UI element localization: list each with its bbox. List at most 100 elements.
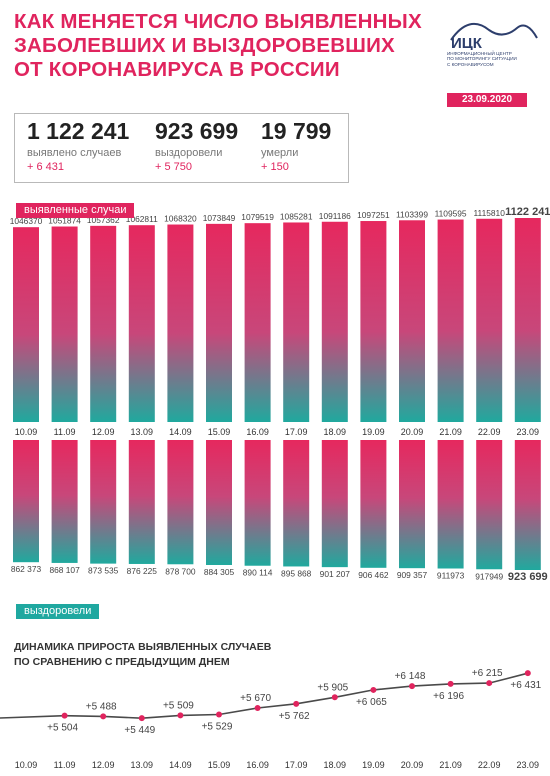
logo-org-line-3: с коронавирусом [447, 61, 494, 67]
bar-recovered-value-label: 862 373 [11, 564, 42, 574]
bar-cases [51, 226, 78, 422]
line-x-tick-label: 11.09 [54, 760, 76, 770]
line-x-tick-label: 21.09 [439, 760, 462, 770]
bar-cases-value-label: 1091186 [319, 211, 351, 221]
line-x-tick-label: 22.09 [478, 760, 501, 770]
bar-cases [399, 220, 425, 422]
title-line-2: заболевших и выздоровевших [14, 34, 395, 57]
bar-cases [437, 219, 464, 422]
bar-recovered [128, 440, 155, 564]
line-x-tick-label: 16.09 [246, 760, 269, 770]
bar-cases-value-label: 1085281 [280, 211, 313, 221]
line-x-tick-label: 12.09 [92, 760, 115, 770]
line-x-tick-label: 15.09 [208, 760, 231, 770]
x-tick-label: 19.09 [362, 427, 385, 437]
bar-recovered-value-label: 923 699 [508, 571, 548, 583]
line-x-tick-label: 23.09 [517, 760, 540, 770]
x-tick-label: 20.09 [401, 427, 424, 437]
line-point-label: +5 509 [163, 700, 194, 711]
page-title: Как меняется число выявленных заболевших… [14, 10, 422, 82]
x-tick-label: 13.09 [131, 427, 154, 437]
line-point [254, 705, 261, 712]
bar-recovered [476, 440, 503, 570]
line-point-label: +5 488 [86, 701, 117, 712]
bar-cases-value-label: 1073849 [203, 213, 236, 223]
x-tick-label: 18.09 [324, 427, 347, 437]
stat-recovered-delta: + 5 750 [155, 161, 193, 173]
bar-cases [244, 223, 271, 422]
line-point [524, 670, 531, 677]
bar-recovered-value-label: 876 225 [127, 566, 158, 576]
line-chart-title: Динамика прироста выявленных случаев по … [14, 640, 334, 670]
logo: ИЦК информационный центр по мониторингу … [447, 10, 542, 80]
stat-recovered: 923 699 выздоровели + 5 750 [155, 118, 238, 173]
bar-recovered-value-label: 911973 [437, 571, 465, 581]
line-point [138, 715, 145, 722]
stat-detected: 1 122 241 выявлено случаев + 6 431 [27, 118, 129, 173]
line-point [177, 712, 184, 719]
line-chart-title-2: по сравнению с предыдущим днем [14, 656, 230, 668]
line-point-label: +5 449 [124, 725, 155, 736]
bar-recovered [13, 440, 39, 563]
bar-cases-value-label: 1097251 [357, 210, 390, 220]
cases-label: выявленные случаи [16, 203, 135, 218]
bar-recovered-value-label: 890 114 [243, 568, 273, 578]
logo-abbr: ИЦК [451, 35, 483, 50]
line-point [409, 683, 415, 690]
mountain-arc-icon: ИЦК [450, 22, 538, 52]
line-point-label: +6 196 [433, 691, 464, 702]
stat-detected-delta: + 6 431 [27, 161, 65, 173]
bar-recovered [437, 440, 464, 569]
line-point-label: +6 431 [510, 680, 541, 691]
stat-died-delta: + 150 [261, 161, 289, 173]
bar-cases [13, 227, 39, 422]
line-point-label: +6 065 [356, 697, 387, 708]
bar-cases [514, 218, 541, 422]
x-tick-label: 10.09 [15, 427, 38, 437]
bar-recovered [167, 440, 194, 565]
x-tick-label: 22.09 [478, 427, 501, 437]
bar-recovered [51, 440, 78, 563]
bar-recovered-value-label: 884 305 [204, 567, 235, 577]
bar-cases-value-label: 1057362 [87, 215, 120, 225]
bar-cases [283, 222, 310, 422]
line-point-label: +5 504 [47, 723, 78, 734]
bar-recovered-value-label: 906 462 [358, 570, 389, 580]
line-point [331, 694, 338, 701]
bar-recovered-value-label: 895 868 [281, 568, 312, 578]
bar-recovered-value-label: 868 107 [49, 565, 80, 575]
line-x-tick-label: 17.09 [285, 760, 308, 770]
bar-recovered [514, 440, 541, 570]
x-tick-label: 14.09 [169, 427, 192, 437]
x-tick-label: 15.09 [208, 427, 231, 437]
line-x-tick-label: 13.09 [131, 760, 154, 770]
stat-died: 19 799 умерли + 150 [261, 118, 331, 173]
line-x-tick-label: 18.09 [324, 760, 347, 770]
line-x-tick-label: 20.09 [401, 760, 424, 770]
title-line-1: Как меняется число выявленных [14, 10, 422, 33]
bar-cases-value-label: 1115810 [474, 208, 506, 218]
x-tick-label: 16.09 [246, 427, 269, 437]
bar-recovered-value-label: 917949 [475, 571, 503, 581]
line-point [61, 712, 68, 719]
line-point-label: +5 529 [202, 722, 233, 733]
bar-cases-value-label: 1122 241 [505, 206, 550, 218]
line-point [216, 711, 222, 718]
bar-charts: 1046370 10.09 1051874 11.09 1057362 12.09 1062… [10, 206, 550, 583]
line-chart-title-1: Динамика прироста выявленных случаев [14, 641, 272, 653]
logo-org-text: информационный центр по мониторингу ситу… [447, 51, 542, 67]
bar-cases [206, 223, 232, 422]
x-tick-label: 17.09 [285, 427, 308, 437]
bar-cases [167, 224, 194, 422]
bar-recovered [360, 440, 387, 568]
line-x-tick-label: 14.09 [169, 760, 192, 770]
x-tick-label: 11.09 [54, 427, 76, 437]
stat-died-value: 19 799 [261, 118, 332, 144]
line-chart: +5 504 +5 488 +5 449 +5 509 +5 529 +5 670 +5 7… [0, 668, 542, 770]
bar-recovered [283, 440, 310, 567]
bar-recovered-value-label: 873 535 [88, 566, 119, 576]
stats-box: 1 122 241 выявлено случаев + 6 431 923 6… [14, 113, 349, 183]
bar-recovered-value-label: 878 700 [165, 566, 196, 576]
bar-cases [321, 221, 348, 422]
line-point-label: +6 148 [395, 671, 426, 682]
